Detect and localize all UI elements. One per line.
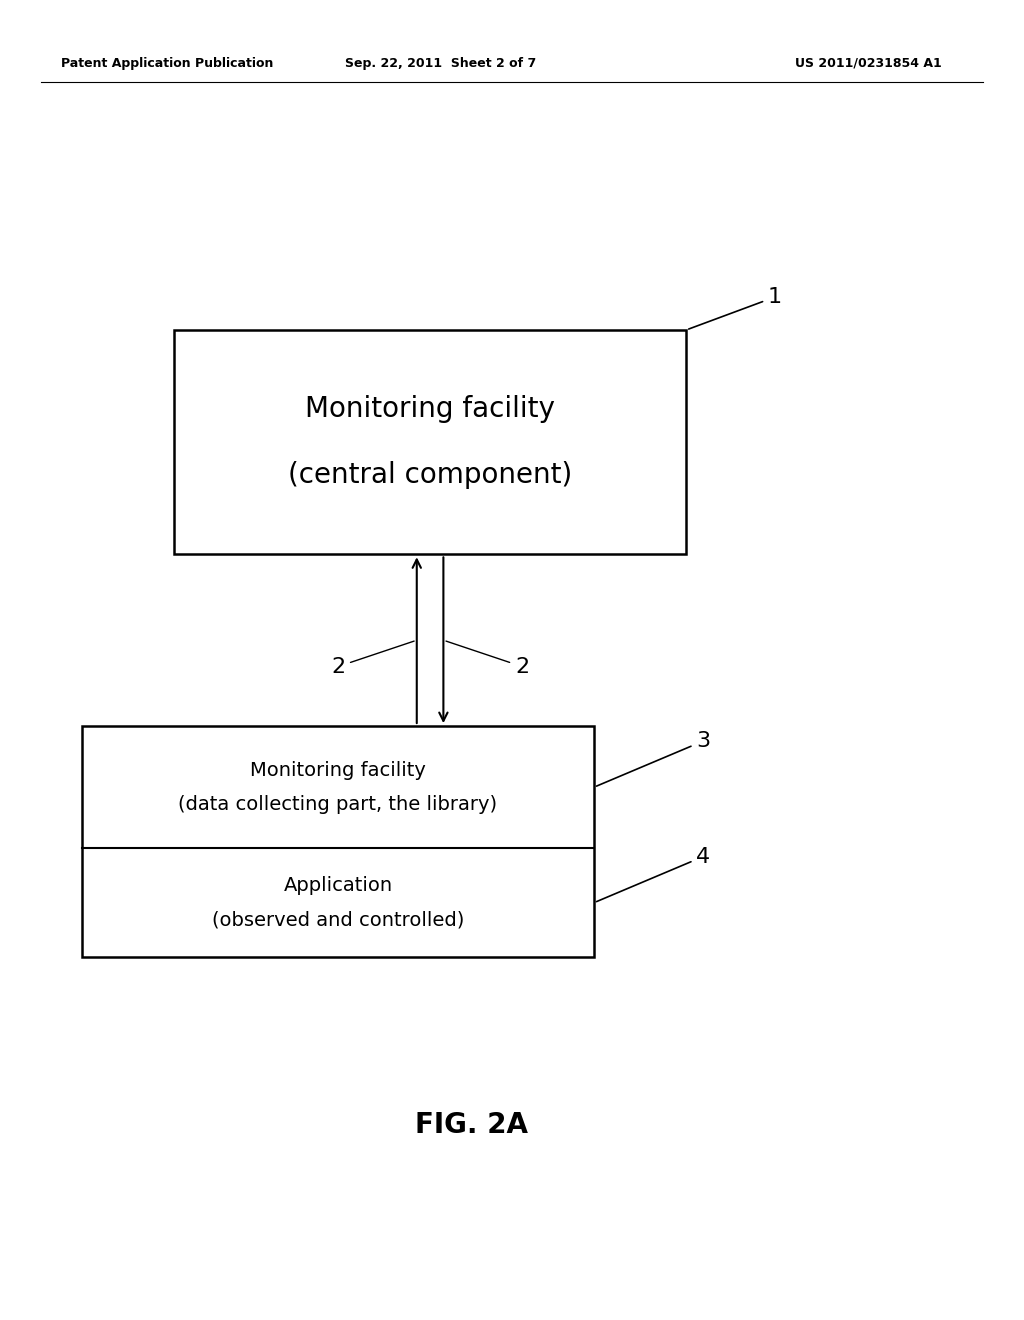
Text: 1: 1 <box>689 286 782 329</box>
Text: 3: 3 <box>596 731 711 787</box>
FancyBboxPatch shape <box>174 330 686 554</box>
Text: (data collecting part, the library): (data collecting part, the library) <box>178 795 498 814</box>
Text: Application: Application <box>284 876 392 895</box>
Text: 2: 2 <box>446 642 529 677</box>
Text: Patent Application Publication: Patent Application Publication <box>61 57 273 70</box>
FancyBboxPatch shape <box>82 726 594 957</box>
Text: 4: 4 <box>596 846 711 902</box>
Text: US 2011/0231854 A1: US 2011/0231854 A1 <box>796 57 942 70</box>
Text: (central component): (central component) <box>288 461 572 490</box>
Text: FIG. 2A: FIG. 2A <box>415 1110 527 1139</box>
Text: (observed and controlled): (observed and controlled) <box>212 911 464 929</box>
Text: Sep. 22, 2011  Sheet 2 of 7: Sep. 22, 2011 Sheet 2 of 7 <box>345 57 536 70</box>
Text: Monitoring facility: Monitoring facility <box>250 760 426 780</box>
Text: Monitoring facility: Monitoring facility <box>305 395 555 424</box>
Text: 2: 2 <box>331 642 414 677</box>
